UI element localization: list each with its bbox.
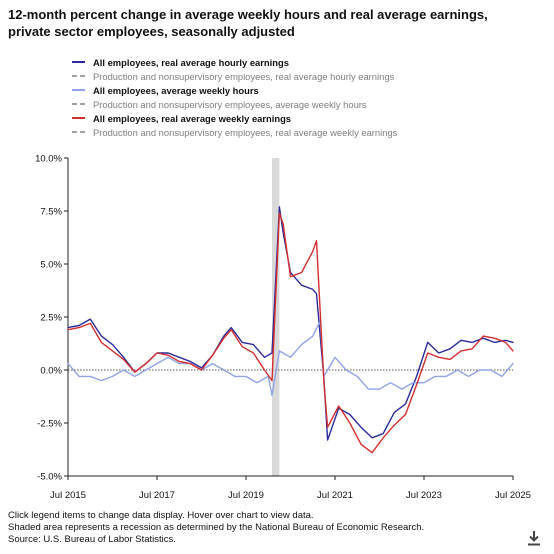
x-tick-label: Jul 2021 xyxy=(317,490,353,501)
legend-item-prod-real-hourly-earnings[interactable]: Production and nonsupervisory employees,… xyxy=(72,69,542,83)
legend-swatch xyxy=(72,61,85,63)
series-line-2 xyxy=(67,320,514,397)
download-icon[interactable] xyxy=(526,530,542,546)
legend-label: All employees, real average weekly earni… xyxy=(93,112,292,124)
legend-swatch xyxy=(72,89,85,91)
x-tick-label: Jul 2025 xyxy=(495,490,531,501)
legend-label: Production and nonsupervisory employees,… xyxy=(93,70,395,82)
chart-legend: All employees, real average hourly earni… xyxy=(72,55,542,139)
y-tick-label: 7.5% xyxy=(40,207,62,218)
legend-label: Production and nonsupervisory employees,… xyxy=(93,126,398,138)
legend-swatch xyxy=(72,75,85,77)
chart-footer: Click legend items to change data displa… xyxy=(8,510,424,546)
recession-shading xyxy=(271,158,280,476)
y-tick-label: -5.0% xyxy=(37,472,62,483)
y-tick-label: 2.5% xyxy=(40,313,62,324)
legend-swatch xyxy=(72,131,85,133)
y-tick-label: 10.0% xyxy=(35,154,62,165)
chart-plot-area[interactable]: 10.0% 7.5% 5.0% 2.5% 0.0% -2.5% -5.0% Jul 2015 J… xyxy=(0,0,554,505)
y-tick-label: 5.0% xyxy=(40,260,62,271)
legend-item-all-real-weekly-earnings[interactable]: All employees, real average weekly earni… xyxy=(72,111,542,125)
legend-item-all-real-hourly-earnings[interactable]: All employees, real average hourly earni… xyxy=(72,55,542,69)
series-line-4 xyxy=(67,212,514,454)
legend-swatch xyxy=(72,117,85,119)
download-arrow-icon xyxy=(528,531,540,546)
legend-item-prod-weekly-hours[interactable]: Production and nonsupervisory employees,… xyxy=(72,97,542,111)
footer-instructions: Click legend items to change data displa… xyxy=(8,510,314,521)
x-tick-label: Jul 2023 xyxy=(406,490,442,501)
y-tick-label: -2.5% xyxy=(37,419,62,430)
legend-item-all-weekly-hours[interactable]: All employees, average weekly hours xyxy=(72,83,542,97)
y-tick-label: 0.0% xyxy=(40,366,62,377)
legend-label: All employees, average weekly hours xyxy=(93,84,259,96)
footer-source: Source: U.S. Bureau of Labor Statistics. xyxy=(8,534,176,545)
footer-recession-note: Shaded area represents a recession as de… xyxy=(8,522,425,533)
legend-swatch xyxy=(72,103,85,105)
legend-label: Production and nonsupervisory employees,… xyxy=(93,98,367,110)
x-tick-label: Jul 2017 xyxy=(139,490,175,501)
x-tick-label: Jul 2015 xyxy=(50,490,86,501)
chart-title: 12-month percent change in average weekl… xyxy=(8,7,488,39)
legend-label: All employees, real average hourly earni… xyxy=(93,56,289,68)
x-tick-label: Jul 2019 xyxy=(228,490,264,501)
series-line-0 xyxy=(67,206,514,441)
legend-item-prod-real-weekly-earnings[interactable]: Production and nonsupervisory employees,… xyxy=(72,125,542,139)
